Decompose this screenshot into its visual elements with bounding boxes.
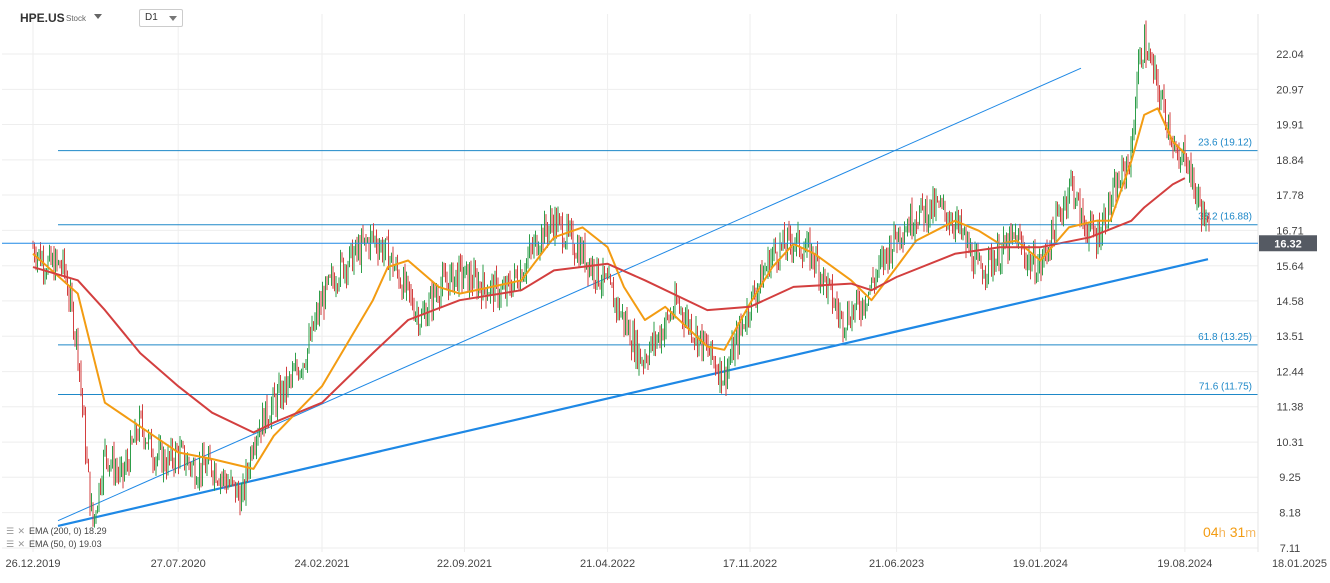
countdown-minutes-unit: m [1245,525,1257,540]
fib-level-label: 38.2 (16.88) [1198,212,1252,223]
trendline-support[interactable] [57,258,1209,528]
legend-ema-200-label: EMA (200, 0) 18.29 [29,526,107,536]
symbol-dropdown-icon[interactable] [94,14,102,19]
price-tick-label: 7.11 [1280,543,1301,555]
price-tick-label: 19.91 [1276,119,1304,131]
indicator-legend: ☰ ✕ EMA (200, 0) 18.29 ☰ ✕ EMA (50, 0) 1… [6,525,107,551]
time-tick-label: 17.11.2022 [723,558,777,570]
close-icon[interactable]: ✕ [17,539,26,549]
time-tick-label: 21.04.2022 [580,558,635,570]
price-tick-label: 20.97 [1276,84,1304,96]
countdown-minutes: 31 [1229,524,1246,540]
countdown-hours: 04 [1203,524,1219,540]
fibonacci-levels: 23.6 (19.12) 38.2 (16.88) 61.8 (13.25) 71.6… [58,138,1258,395]
time-tick-label: 26.12.2019 [5,558,60,570]
fib-level-label: 61.8 (13.25) [1198,332,1252,343]
countdown-hours-unit: h [1218,525,1226,540]
current-price-marker: 16.32 [2,235,1317,252]
symbol-name[interactable]: HPE.US [20,11,65,25]
trendlines [57,67,1209,528]
grid [2,14,1258,552]
price-tick-label: 17.78 [1276,190,1304,202]
price-series [32,20,1210,528]
time-tick-label: 19.01.2024 [1013,558,1068,570]
time-tick-label: 21.06.2023 [869,558,924,570]
price-tick-label: 15.64 [1276,261,1304,273]
time-tick-label: 19.08.2024 [1157,558,1212,570]
price-tick-label: 12.44 [1276,367,1304,379]
current-price-label: 16.32 [1274,238,1302,250]
price-tick-label: 9.25 [1279,472,1300,484]
trendline-channel-upper[interactable] [57,67,1082,522]
time-tick-label: 24.02.2021 [294,558,349,570]
timeframe-select[interactable]: D1 [139,9,183,27]
close-icon[interactable]: ✕ [17,526,26,536]
time-axis: 26.12.2019 27.07.2020 24.02.2021 22.09.2021… [5,558,1327,570]
candle-countdown: 04h 31m [1203,524,1256,540]
current-price-badge [1259,235,1317,252]
price-tick-label: 14.58 [1276,296,1304,308]
ema-line[interactable] [32,107,1186,470]
fib-level-label: 23.6 (19.12) [1198,138,1252,149]
list-icon[interactable]: ☰ [6,539,15,549]
time-tick-label: 18.01.2025 [1272,558,1327,570]
ema-series [32,107,1186,470]
price-tick-label: 10.31 [1276,437,1304,449]
time-tick-label: 27.07.2020 [151,558,206,570]
price-tick-label: 8.18 [1279,508,1300,520]
fib-level-label: 71.6 (11.75) [1199,381,1252,392]
timeframe-label: D1 [145,12,158,23]
ema-line[interactable] [32,177,1186,434]
price-tick-label: 13.51 [1276,331,1304,343]
price-axis: 22.04 20.97 19.91 18.84 17.78 16.71 15.64 14.58… [1276,49,1304,555]
symbol-type: Stock [66,14,87,23]
price-tick-label: 11.38 [1277,402,1304,414]
legend-ema-50-label: EMA (50, 0) 19.03 [29,539,102,549]
legend-ema-200[interactable]: ☰ ✕ EMA (200, 0) 18.29 [6,525,107,538]
list-icon[interactable]: ☰ [6,526,15,536]
price-tick-label: 18.84 [1276,155,1304,167]
price-tick-label: 22.04 [1276,49,1304,61]
price-tick-label: 16.71 [1276,225,1304,237]
chart-toolbar: HPE.US Stock D1 [0,0,1258,34]
time-tick-label: 22.09.2021 [437,558,492,570]
legend-ema-50[interactable]: ☰ ✕ EMA (50, 0) 19.03 [6,538,107,551]
chevron-down-icon [169,16,177,21]
